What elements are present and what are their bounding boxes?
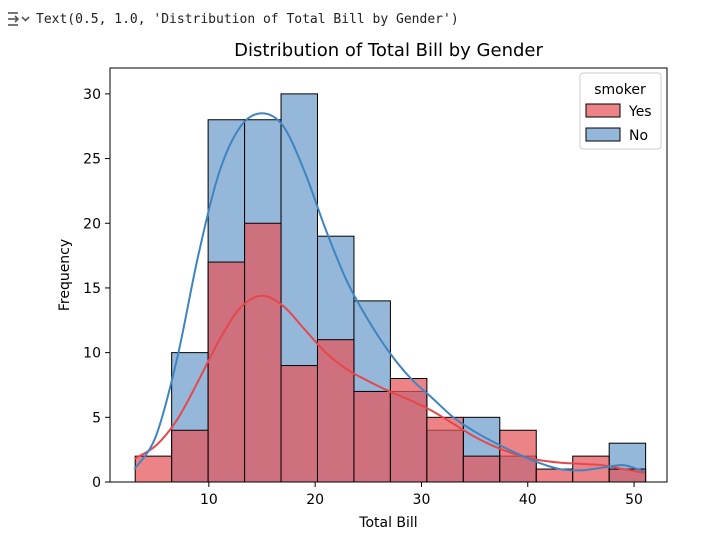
ticks-layer: 10 20 30 40 50 0 5 10 15 20 25 30 [83, 87, 643, 508]
y-axis-label: Frequency [57, 239, 73, 311]
bar-yes-2 [207, 261, 246, 483]
bar-yes-7 [389, 378, 428, 483]
legend-label-no: No [629, 128, 648, 144]
bar-yes-8 [426, 416, 464, 483]
kde-line-yes [133, 294, 645, 474]
y-tick-label-5: 5 [92, 410, 101, 426]
x-axis-label: Total Bill [358, 515, 417, 531]
bar-yes-6 [353, 390, 391, 483]
kde-line-no [133, 112, 645, 473]
x-tick-label-20: 20 [306, 492, 324, 508]
x-tick-label-40: 40 [519, 492, 537, 508]
bar-yes-9 [462, 455, 501, 483]
output-text: Text(0.5, 1.0, 'Distribution of Total Bi… [36, 11, 459, 27]
y-tick-label-30: 30 [83, 87, 101, 103]
y-tick-label-25: 25 [83, 152, 101, 168]
x-tick-label-50: 50 [625, 492, 643, 508]
chart-title: Distribution of Total Bill by Gender [234, 40, 543, 61]
legend: smoker Yes No [579, 72, 662, 150]
output-collapse-icon[interactable] [6, 9, 36, 29]
x-tick-label-10: 10 [200, 492, 218, 508]
y-tick-label-15: 15 [83, 281, 101, 297]
bar-yes-4 [280, 365, 318, 483]
legend-swatch-no [585, 127, 621, 142]
x-tick-label-30: 30 [413, 492, 431, 508]
legend-swatch-yes [585, 103, 621, 118]
kde-layer [133, 112, 645, 474]
y-tick-label-0: 0 [92, 475, 101, 491]
bar-yes-1 [171, 429, 209, 483]
y-tick-label-10: 10 [83, 346, 101, 362]
plot-frame [109, 67, 668, 483]
legend-label-yes: Yes [628, 104, 652, 120]
y-tick-label-20: 20 [83, 216, 101, 232]
legend-title: smoker [594, 82, 646, 98]
cell-output-row: Text(0.5, 1.0, 'Distribution of Total Bi… [6, 8, 459, 30]
bar-yes-3 [244, 222, 282, 483]
bars-layer [134, 93, 647, 483]
legend-items: Yes No [585, 103, 652, 144]
